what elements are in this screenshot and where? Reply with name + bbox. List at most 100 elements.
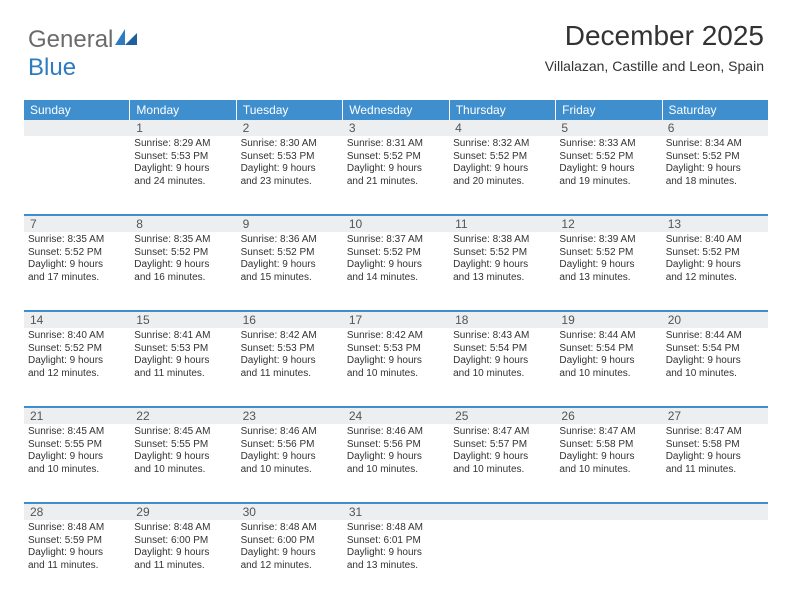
daylight2-text: and 13 minutes. [453,272,551,285]
sunset-text: Sunset: 5:52 PM [453,151,551,164]
sunrise-text: Sunrise: 8:46 AM [347,426,445,439]
sunset-text: Sunset: 5:54 PM [453,343,551,356]
day-cell: Sunrise: 8:43 AMSunset: 5:54 PMDaylight:… [449,328,555,406]
day-header: Saturday [663,100,768,120]
sunrise-text: Sunrise: 8:40 AM [28,330,126,343]
daylight2-text: and 13 minutes. [347,560,445,573]
day-cell: Sunrise: 8:42 AMSunset: 5:53 PMDaylight:… [343,328,449,406]
sunset-text: Sunset: 6:00 PM [241,535,339,548]
day-number: 1 [130,120,236,136]
sunrise-text: Sunrise: 8:29 AM [134,138,232,151]
daylight2-text: and 10 minutes. [241,464,339,477]
daylight2-text: and 10 minutes. [559,464,657,477]
daylight2-text: and 19 minutes. [559,176,657,189]
day-header-row: Sunday Monday Tuesday Wednesday Thursday… [24,100,768,120]
daylight1-text: Daylight: 9 hours [453,259,551,272]
day-header: Thursday [450,100,556,120]
day-number: 28 [24,504,130,520]
day-number: 10 [343,216,449,232]
day-number: 29 [130,504,236,520]
sunrise-text: Sunrise: 8:32 AM [453,138,551,151]
sunrise-text: Sunrise: 8:38 AM [453,234,551,247]
day-number: 2 [237,120,343,136]
daylight1-text: Daylight: 9 hours [241,259,339,272]
daylight1-text: Daylight: 9 hours [347,451,445,464]
sunset-text: Sunset: 5:52 PM [453,247,551,260]
week-row: Sunrise: 8:35 AMSunset: 5:52 PMDaylight:… [24,232,768,310]
daylight2-text: and 17 minutes. [28,272,126,285]
daylight1-text: Daylight: 9 hours [453,163,551,176]
daylight2-text: and 10 minutes. [134,464,232,477]
daylight1-text: Daylight: 9 hours [28,547,126,560]
sunset-text: Sunset: 5:56 PM [241,439,339,452]
daylight1-text: Daylight: 9 hours [241,355,339,368]
daylight1-text: Daylight: 9 hours [134,355,232,368]
day-number: 26 [555,408,661,424]
sunrise-text: Sunrise: 8:45 AM [134,426,232,439]
day-number [555,504,661,520]
day-number: 18 [449,312,555,328]
week-row: Sunrise: 8:40 AMSunset: 5:52 PMDaylight:… [24,328,768,406]
daylight2-text: and 11 minutes. [241,368,339,381]
daylight1-text: Daylight: 9 hours [347,355,445,368]
daylight1-text: Daylight: 9 hours [559,355,657,368]
day-number: 12 [555,216,661,232]
daylight1-text: Daylight: 9 hours [347,547,445,560]
daylight2-text: and 10 minutes. [347,368,445,381]
daylight1-text: Daylight: 9 hours [241,547,339,560]
day-number: 14 [24,312,130,328]
day-cell: Sunrise: 8:35 AMSunset: 5:52 PMDaylight:… [24,232,130,310]
day-number: 25 [449,408,555,424]
day-number: 13 [662,216,768,232]
day-number: 23 [237,408,343,424]
sunrise-text: Sunrise: 8:46 AM [241,426,339,439]
daylight2-text: and 16 minutes. [134,272,232,285]
daylight1-text: Daylight: 9 hours [453,355,551,368]
week-row: Sunrise: 8:29 AMSunset: 5:53 PM Daylight:… [24,136,768,214]
sunrise-text: Sunrise: 8:39 AM [559,234,657,247]
day-cell: Sunrise: 8:48 AMSunset: 5:59 PMDaylight:… [24,520,130,598]
day-cell: Sunrise: 8:29 AMSunset: 5:53 PMDaylight:… [130,136,236,214]
daylight2-text: and 18 minutes. [666,176,764,189]
day-number [24,120,130,136]
sunset-text: Sunset: 5:52 PM [347,151,445,164]
sunrise-text: Sunrise: 8:42 AM [241,330,339,343]
sunset-text: Sunset: 6:00 PM [134,535,232,548]
day-number: 6 [662,120,768,136]
daylight2-text: and 14 minutes. [347,272,445,285]
day-cell [555,520,661,598]
sunrise-text: Sunrise: 8:42 AM [347,330,445,343]
logo: General Blue [28,24,137,82]
sunrise-text: Sunrise: 8:43 AM [453,330,551,343]
daylight2-text: and 11 minutes. [28,560,126,573]
sunrise-text: Sunrise: 8:35 AM [134,234,232,247]
daylight1-text: Daylight: 9 hours [134,259,232,272]
sunset-text: Sunset: 5:52 PM [666,247,764,260]
daylight2-text: and 12 minutes. [28,368,126,381]
day-cell: Sunrise: 8:36 AMSunset: 5:52 PMDaylight:… [237,232,343,310]
sunrise-text: Sunrise: 8:47 AM [666,426,764,439]
page-subtitle: Villalazan, Castille and Leon, Spain [545,58,764,74]
day-number: 20 [662,312,768,328]
day-header: Friday [556,100,662,120]
day-number: 11 [449,216,555,232]
sunset-text: Sunset: 5:52 PM [347,247,445,260]
sunrise-text: Sunrise: 8:47 AM [559,426,657,439]
sunset-text: Sunset: 5:52 PM [559,151,657,164]
day-number [662,504,768,520]
daylight1-text: Daylight: 9 hours [134,547,232,560]
day-cell: Sunrise: 8:40 AMSunset: 5:52 PMDaylight:… [24,328,130,406]
day-number: 16 [237,312,343,328]
day-number [449,504,555,520]
day-cell: Sunrise: 8:44 AMSunset: 5:54 PMDaylight:… [662,328,768,406]
sunset-text: Sunset: 5:52 PM [666,151,764,164]
day-cell: Sunrise: 8:47 AMSunset: 5:58 PMDaylight:… [555,424,661,502]
sunrise-text: Sunrise: 8:44 AM [666,330,764,343]
day-cell: Sunrise: 8:48 AMSunset: 6:00 PMDaylight:… [237,520,343,598]
day-cell: Sunrise: 8:48 AMSunset: 6:01 PMDaylight:… [343,520,449,598]
sunset-text: Sunset: 5:59 PM [28,535,126,548]
daylight2-text: and 20 minutes. [453,176,551,189]
daylight1-text: Daylight: 9 hours [666,451,764,464]
sunset-text: Sunset: 5:53 PM [134,151,232,164]
daylight2-text: and 10 minutes. [453,368,551,381]
